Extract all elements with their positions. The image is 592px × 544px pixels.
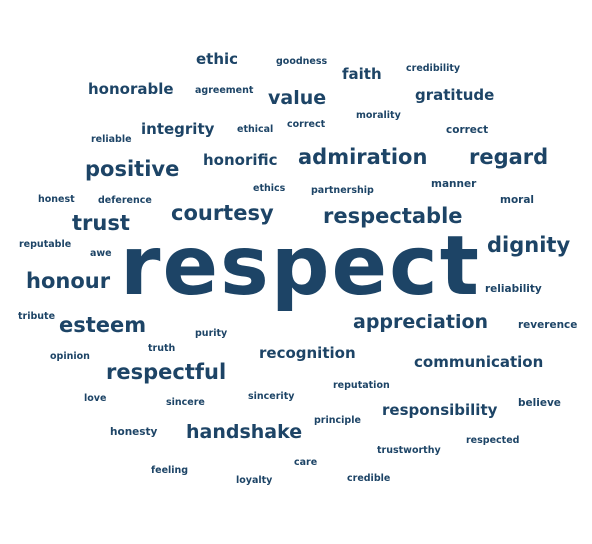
word-positive: positive: [85, 157, 180, 181]
word-honest: honest: [38, 194, 75, 205]
word-admiration: admiration: [298, 145, 428, 169]
word-communication: communication: [414, 353, 544, 371]
word-sincere: sincere: [166, 397, 205, 408]
word-feeling: feeling: [151, 465, 189, 476]
word-partnership: partnership: [311, 185, 374, 196]
word-care: care: [294, 457, 318, 468]
word-honour: honour: [26, 269, 111, 293]
word-agreement: agreement: [195, 85, 254, 96]
word-sincerity: sincerity: [248, 391, 295, 402]
word-trust: trust: [72, 211, 130, 235]
word-morality: morality: [356, 110, 401, 121]
word-handshake: handshake: [186, 421, 303, 443]
word-respect: respect: [120, 219, 481, 314]
word-believe: believe: [518, 397, 561, 409]
word-reputation: reputation: [333, 380, 390, 391]
word-reliable: reliable: [91, 134, 132, 145]
word-deference: deference: [98, 195, 152, 206]
word-recognition: recognition: [259, 344, 356, 362]
word-dignity: dignity: [487, 233, 571, 257]
word-honorable: honorable: [88, 80, 174, 98]
word-trustworthy: trustworthy: [377, 445, 441, 456]
word-value: value: [268, 87, 327, 109]
word-respectful: respectful: [106, 360, 227, 384]
word-esteem: esteem: [59, 313, 147, 337]
word-goodness: goodness: [276, 56, 328, 67]
word-ethic: ethic: [196, 50, 239, 68]
word-reliability: reliability: [485, 283, 542, 295]
word-faith: faith: [342, 65, 382, 83]
word-truth: truth: [148, 343, 176, 354]
word-moral: moral: [500, 194, 535, 206]
word-awe: awe: [90, 248, 112, 259]
word-responsibility: responsibility: [382, 401, 498, 419]
word-opinion: opinion: [50, 351, 90, 362]
word-honorific: honorific: [203, 151, 278, 169]
word-correct-2: correct: [446, 124, 489, 136]
word-loyalty: loyalty: [236, 475, 273, 486]
word-respectable: respectable: [323, 204, 463, 228]
word-respected: respected: [466, 435, 520, 446]
word-credibility: credibility: [406, 63, 461, 74]
word-purity: purity: [195, 328, 228, 339]
word-tribute: tribute: [18, 311, 56, 322]
word-principle: principle: [314, 415, 361, 426]
word-integrity: integrity: [141, 120, 215, 138]
word-ethical: ethical: [237, 124, 274, 135]
word-gratitude: gratitude: [415, 86, 495, 104]
word-manner: manner: [431, 178, 477, 190]
word-love: love: [84, 393, 107, 404]
word-appreciation: appreciation: [353, 311, 489, 333]
word-reverence: reverence: [518, 319, 578, 331]
word-courtesy: courtesy: [171, 201, 274, 225]
word-reputable: reputable: [19, 239, 72, 250]
word-credible: credible: [347, 473, 391, 484]
word-regard: regard: [469, 145, 549, 169]
word-honesty: honesty: [110, 426, 158, 438]
word-correct-1: correct: [287, 119, 326, 130]
word-ethics: ethics: [253, 183, 286, 194]
